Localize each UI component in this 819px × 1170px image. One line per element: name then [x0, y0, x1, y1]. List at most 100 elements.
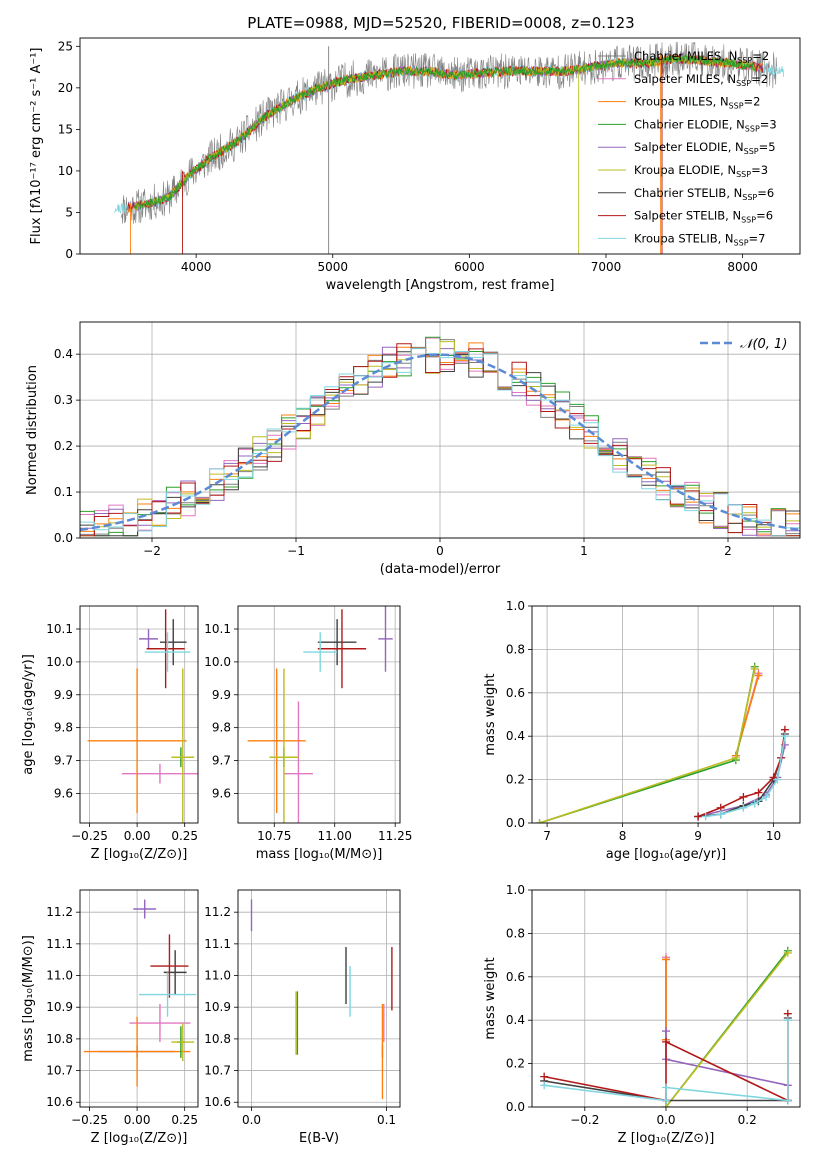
- legend-label-4: Salpeter ELODIE, NSSP=5: [634, 140, 776, 156]
- x-tick-label: 0.2: [738, 1113, 757, 1127]
- plot-area: [83, 899, 197, 1087]
- x-tick-label: −1: [287, 544, 305, 558]
- y-tick-label: 0: [65, 247, 73, 261]
- legend-label-1: Salpeter MILES, NSSP=2: [634, 72, 768, 88]
- y-tick-label: 5: [65, 205, 73, 219]
- panel-weight-vs-Z: −0.2 0.0 0.2 0.0 0.2 0.4 0.6 0.8 1.0 Z [log₁₀(Z/Z…: [483, 883, 801, 1146]
- legend-label-3: Chabrier ELODIE, NSSP=3: [634, 117, 777, 133]
- x-tick-label: 4000: [181, 260, 212, 274]
- plot-area: [250, 899, 393, 1100]
- plot-area: [535, 662, 789, 823]
- axes-frame: [79, 605, 199, 824]
- panel-residuals: −2 −1 0 1 2 0.0 0.1 0.2 0.3 0.4 (data-model)/error…: [25, 321, 801, 577]
- y-tick-label: 10.9: [204, 1000, 231, 1014]
- weight-point-8: [773, 775, 782, 784]
- weight-point-8: [783, 1016, 792, 1025]
- y-tick-label: 9.8: [212, 721, 231, 735]
- y-tick-label: 11.0: [46, 969, 73, 983]
- y-tick-label: 0.0: [54, 531, 73, 545]
- x-tick-label: 7000: [591, 260, 622, 274]
- normal-reference-curve: [80, 353, 800, 532]
- x-tick-label: 8: [619, 829, 627, 843]
- panel-mass-vs-ebv: 0.0 0.1 10.6 10.7 10.8 10.9 11.0 11.1 11.2 E(B-V): [204, 889, 401, 1146]
- panels: 4000 5000 6000 7000 80000510152025wavelength…: [21, 37, 801, 1146]
- x-axis-label: Z [log₁₀(Z/Z⊙)]: [91, 847, 188, 862]
- x-tick-label: 10: [766, 829, 781, 843]
- legend-label-2: Kroupa MILES, NSSP=2: [634, 95, 760, 111]
- spectrum-legend: Chabrier MILES, NSSP=2 Salpeter MILES, NS…: [598, 49, 777, 247]
- y-tick-label: 10.8: [204, 1032, 231, 1046]
- weight-line-5: [539, 668, 756, 823]
- x-tick-label: 11.25: [378, 829, 412, 843]
- y-tick-label: 25: [58, 39, 73, 53]
- y-axis-label: mass weight: [483, 673, 498, 755]
- y-tick-label: 0.6: [506, 970, 525, 984]
- panel-mass-vs-Z: −0.25 0.00 0.25 10.6 10.7 10.8 10.9 11.0 11.1 11.…: [21, 889, 199, 1146]
- weight-point-5: [535, 819, 544, 823]
- x-tick-label: −0.2: [570, 1113, 599, 1127]
- weight-point-8: [662, 1083, 670, 1092]
- x-tick-label: −0.25: [71, 829, 108, 843]
- y-tick-label: 0.6: [506, 686, 525, 700]
- y-tick-label: 11.2: [204, 905, 231, 919]
- y-tick-label: 0.0: [506, 1100, 525, 1114]
- y-tick-label: 10.0: [46, 655, 73, 669]
- x-tick-label: 0.25: [171, 1113, 198, 1127]
- x-axis-label: Z [log₁₀(Z/Z⊙)]: [91, 1131, 188, 1146]
- y-tick-label: 11.1: [204, 937, 231, 951]
- legend-label-5: Kroupa ELODIE, NSSP=3: [634, 163, 768, 179]
- panel-age-vs-mass: 10.75 11.00 11.25 9.6 9.7 9.8 9.9 10.0 10.1 mass …: [204, 605, 412, 862]
- x-tick-label: −2: [143, 544, 161, 558]
- y-tick-label: 0.8: [506, 642, 525, 656]
- weight-point-5: [731, 753, 740, 762]
- weight-point-8: [716, 810, 725, 819]
- x-axis-label: mass [log₁₀(M/M⊙)]: [256, 847, 383, 862]
- y-tick-label: 0.2: [506, 1057, 525, 1071]
- panel-age-vs-Z: −0.25 0.00 0.25 9.6 9.7 9.8 9.9 10.0 10.1 Z [log₁…: [21, 605, 199, 862]
- x-tick-label: 1: [580, 544, 588, 558]
- weight-point-8: [780, 732, 789, 741]
- x-axis-label: (data-model)/error: [380, 562, 501, 577]
- plot-area: [540, 946, 792, 1107]
- x-tick-label: 0.00: [124, 1113, 151, 1127]
- x-axis-label: wavelength [Angstrom, rest frame]: [326, 278, 555, 293]
- y-tick-label: 15: [58, 122, 73, 136]
- y-tick-label: 9.9: [212, 688, 231, 702]
- x-tick-label: 0.00: [124, 829, 151, 843]
- x-tick-label: 10.75: [257, 829, 291, 843]
- weight-point-7: [662, 1037, 670, 1046]
- y-tick-label: 9.8: [54, 721, 73, 735]
- x-tick-label: 0.1: [377, 1113, 396, 1127]
- spectrum-line-3: [134, 54, 757, 211]
- y-tick-label: 11.1: [46, 937, 73, 951]
- legend-label-normal: 𝒩(0, 1): [740, 337, 787, 352]
- spectrum-line-0: [120, 41, 778, 224]
- x-axis-label: age [log₁₀(age/yr)]: [606, 847, 727, 862]
- y-tick-label: 10.7: [204, 1064, 231, 1078]
- plot-area: [80, 336, 800, 537]
- x-tick-label: 0.0: [656, 1113, 675, 1127]
- weight-point-8: [701, 812, 710, 821]
- axes-frame: [531, 605, 801, 824]
- weight-point-8: [762, 792, 771, 801]
- weight-point-8: [739, 803, 748, 812]
- weight-line-5: [665, 952, 789, 1107]
- y-tick-label: 10.9: [46, 1000, 73, 1014]
- y-tick-label: 10.6: [46, 1095, 73, 1109]
- x-tick-label: −0.25: [71, 1113, 108, 1127]
- weight-point-8: [662, 1096, 670, 1105]
- x-tick-label: 7: [543, 829, 551, 843]
- weight-point-7: [540, 1072, 549, 1081]
- y-tick-label: 10.6: [204, 1095, 231, 1109]
- y-tick-label: 11.2: [46, 905, 73, 919]
- weight-point-8: [783, 1096, 792, 1105]
- y-tick-label: 10: [58, 164, 73, 178]
- y-tick-label: 9.9: [54, 688, 73, 702]
- y-tick-label: 0.2: [54, 439, 73, 453]
- plot-area: [247, 606, 393, 823]
- y-tick-label: 10.1: [204, 622, 231, 636]
- weight-line-6: [698, 733, 786, 818]
- y-tick-label: 0.4: [54, 347, 73, 361]
- weight-point-2: [754, 671, 763, 680]
- weight-point-8: [540, 1081, 549, 1090]
